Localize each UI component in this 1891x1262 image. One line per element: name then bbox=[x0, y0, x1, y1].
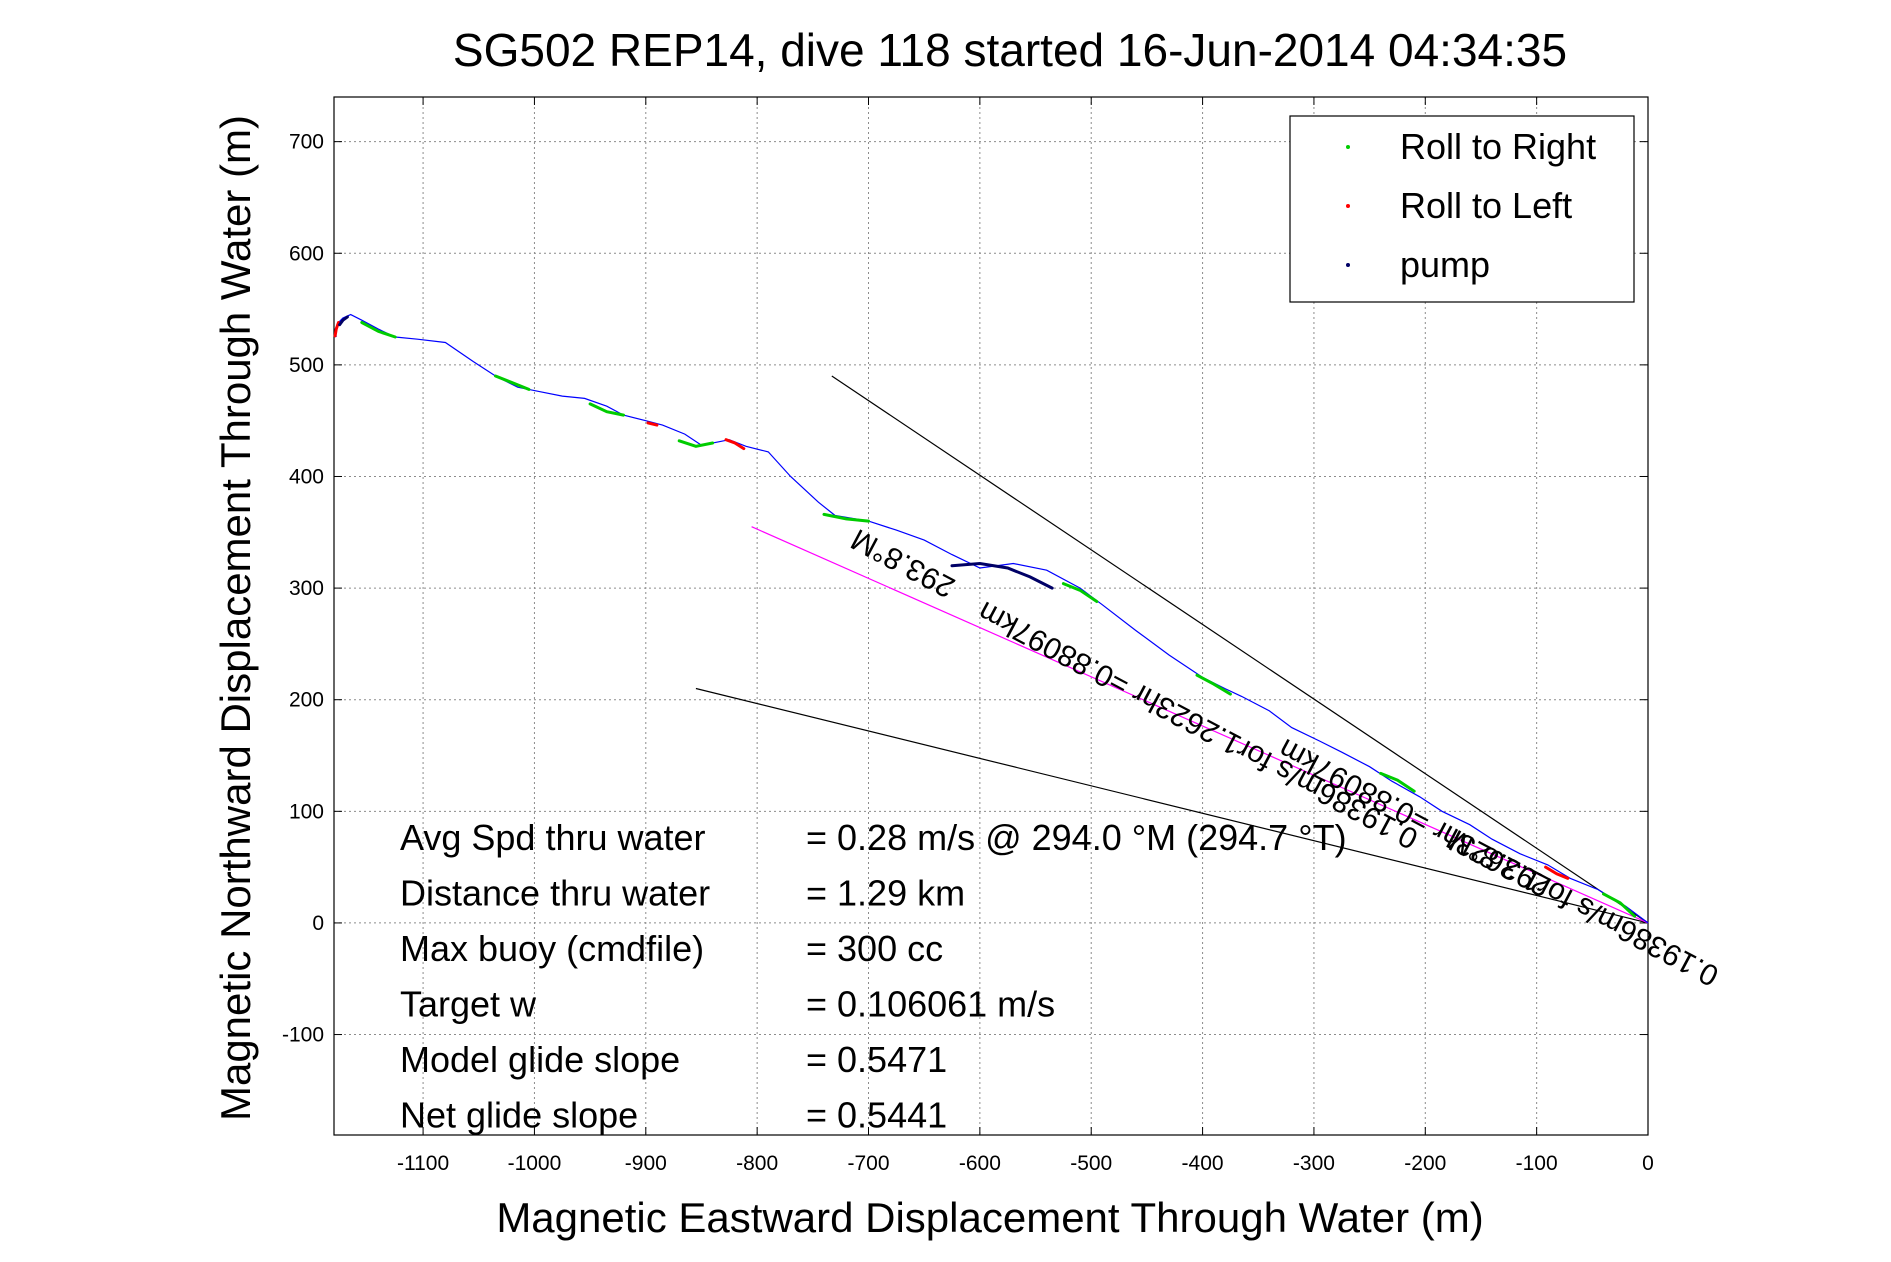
x-tick-label: -600 bbox=[959, 1152, 1001, 1175]
dive-stats: Avg Spd thru water = 0.28 m/s @ 294.0 °M … bbox=[400, 817, 1347, 1136]
stat-label: Avg Spd thru water bbox=[400, 817, 706, 858]
roll-right-segment bbox=[1379, 771, 1416, 793]
y-axis-ticks: -100 0 100 200 300 400 500 600 700 bbox=[282, 131, 1648, 1047]
y-tick-label: 500 bbox=[289, 354, 324, 377]
x-tick-label: -1100 bbox=[397, 1152, 449, 1175]
stat-label: Model glide slope bbox=[400, 1039, 680, 1080]
track-series bbox=[334, 313, 1649, 924]
stat-value: = 0.5471 bbox=[806, 1039, 947, 1080]
stat-label: Net glide slope bbox=[400, 1095, 638, 1136]
roll-left-segment bbox=[1544, 865, 1570, 880]
y-axis-label: Magnetic Northward Displacement Through … bbox=[212, 115, 259, 1121]
legend: Roll to Right Roll to Left pump bbox=[1289, 115, 1635, 303]
reference-line bbox=[831, 375, 1649, 924]
legend-label: pump bbox=[1400, 244, 1490, 285]
line-label: 0.19386m/s for1.2623hr =0.88097km bbox=[1273, 732, 1724, 993]
y-tick-label: 200 bbox=[289, 689, 324, 712]
x-tick-label: -100 bbox=[1516, 1152, 1558, 1175]
reference-line bbox=[695, 687, 1649, 924]
stat-label: Max buoy (cmdfile) bbox=[400, 928, 704, 969]
roll-left-segment bbox=[724, 438, 746, 451]
roll-right-segment bbox=[1602, 892, 1637, 918]
stat-value: = 300 cc bbox=[806, 928, 943, 969]
x-axis-label: Magnetic Eastward Displacement Through W… bbox=[496, 1194, 1483, 1241]
x-tick-label: -900 bbox=[625, 1152, 667, 1175]
plot-area-frame bbox=[333, 96, 1649, 1136]
roll-right-segment bbox=[822, 512, 870, 523]
stat-value: = 0.28 m/s @ 294.0 °M (294.7 °T) bbox=[806, 817, 1347, 858]
y-tick-label: -100 bbox=[282, 1024, 324, 1047]
x-tick-label: 0 bbox=[1642, 1152, 1654, 1175]
reference-line bbox=[751, 526, 1649, 924]
legend-label: Roll to Right bbox=[1400, 126, 1596, 167]
chart-title: SG502 REP14, dive 118 started 16-Jun-201… bbox=[453, 24, 1567, 76]
roll-right-segment bbox=[360, 321, 397, 339]
x-tick-label: -300 bbox=[1293, 1152, 1335, 1175]
reference-lines bbox=[695, 375, 1649, 924]
roll-left-segment bbox=[646, 421, 659, 427]
roll-left-segment bbox=[333, 321, 340, 338]
x-tick-label: -1000 bbox=[508, 1152, 562, 1175]
stat-value: = 0.5441 bbox=[806, 1095, 947, 1136]
x-axis-ticks: -1100 -1000 -900 -800 -700 -600 -500 -400 -300 -2… bbox=[397, 97, 1654, 1175]
stat-label: Target w bbox=[400, 984, 537, 1025]
pump-segment bbox=[950, 561, 1054, 590]
x-tick-label: -400 bbox=[1182, 1152, 1224, 1175]
x-tick-label: -200 bbox=[1404, 1152, 1446, 1175]
legend-marker bbox=[1346, 263, 1350, 267]
dive-track-line bbox=[334, 313, 1649, 924]
legend-label: Roll to Left bbox=[1400, 185, 1572, 226]
roll-right-segment bbox=[588, 402, 625, 417]
pump-segment bbox=[338, 315, 349, 327]
y-tick-label: 700 bbox=[289, 131, 324, 154]
legend-marker bbox=[1346, 145, 1350, 149]
y-tick-label: 0 bbox=[312, 912, 324, 935]
grid bbox=[334, 97, 1648, 1135]
x-tick-label: -700 bbox=[847, 1152, 889, 1175]
legend-marker bbox=[1346, 204, 1350, 208]
y-tick-label: 400 bbox=[289, 465, 324, 488]
roll-right-segment bbox=[677, 439, 715, 448]
stat-value: = 0.106061 m/s bbox=[806, 984, 1055, 1025]
x-tick-label: -800 bbox=[736, 1152, 778, 1175]
roll-right-segment bbox=[1195, 673, 1232, 696]
roll-right-segment bbox=[494, 374, 531, 391]
y-tick-label: 600 bbox=[289, 242, 324, 265]
roll-segments bbox=[333, 315, 1637, 918]
line-label: 293.8°M bbox=[846, 522, 960, 604]
stat-label: Distance thru water bbox=[400, 873, 710, 914]
roll-right-segment bbox=[1061, 582, 1099, 603]
stat-value: = 1.29 km bbox=[806, 873, 965, 914]
x-tick-label: -500 bbox=[1070, 1152, 1112, 1175]
y-tick-label: 300 bbox=[289, 577, 324, 600]
y-tick-label: 100 bbox=[289, 800, 324, 823]
